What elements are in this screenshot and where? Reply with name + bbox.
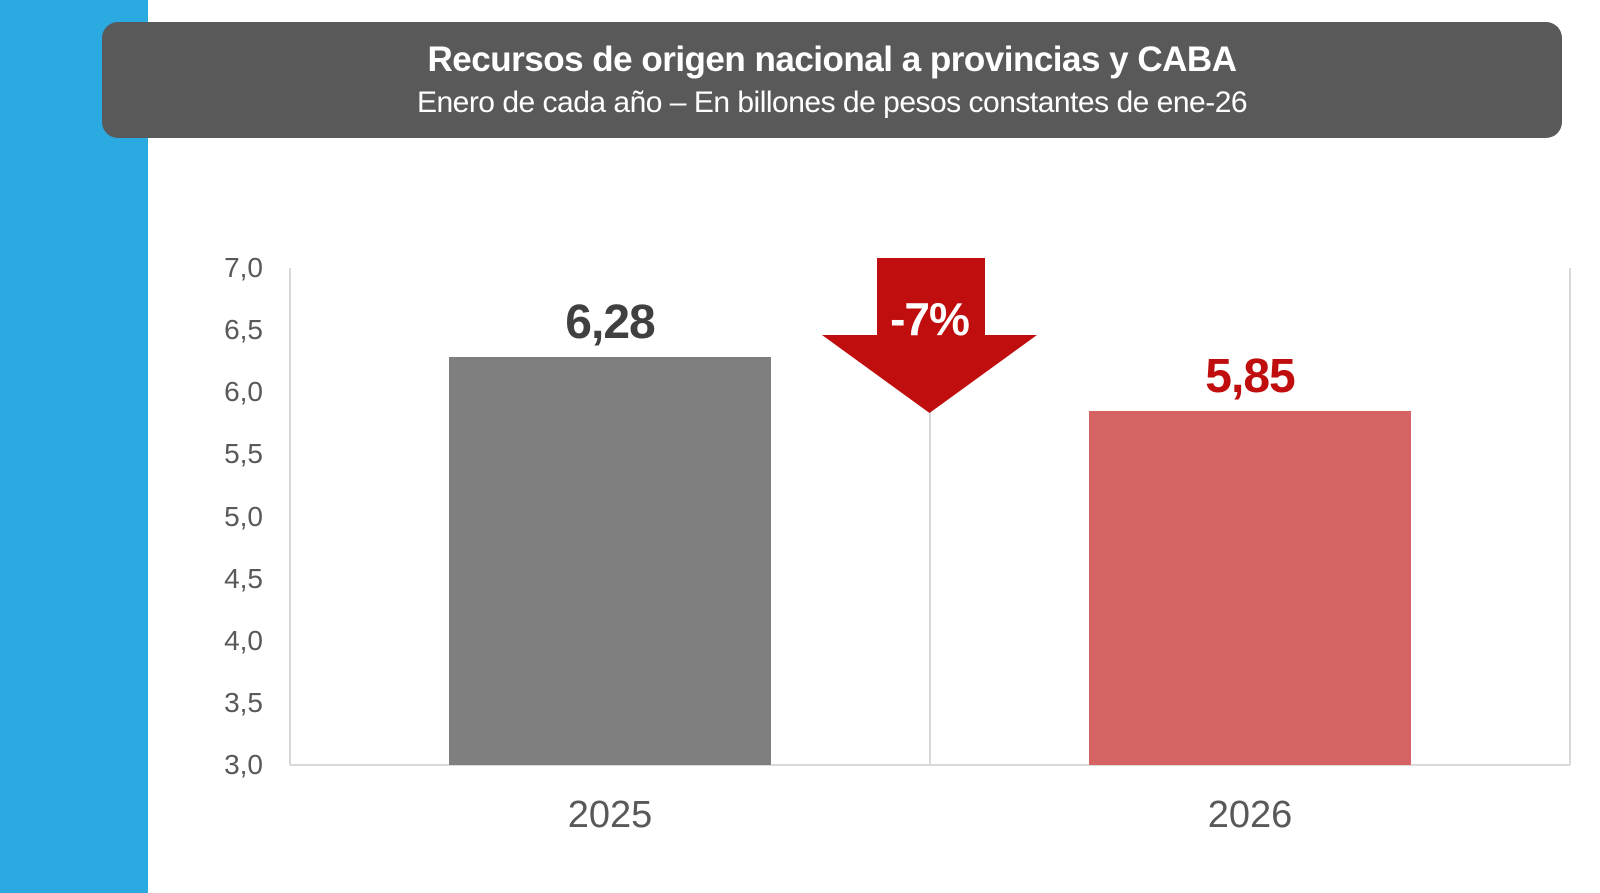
y-tick-label: 7,0 xyxy=(224,252,263,283)
bar-value-label: 5,85 xyxy=(1205,349,1295,403)
x-axis-line xyxy=(290,764,1570,766)
y-tick-label: 4,0 xyxy=(224,624,263,656)
y-axis-line xyxy=(289,268,291,765)
percent-change-label: -7% xyxy=(890,293,970,345)
y-tick-label: 4,5 xyxy=(224,562,263,594)
y-tick-label: 3,5 xyxy=(224,686,263,718)
decline-arrow-icon xyxy=(822,258,1037,413)
chart-subtitle: Enero de cada año – En billones de pesos… xyxy=(416,85,1248,119)
bar-2026 xyxy=(1089,410,1411,765)
plot-right-border xyxy=(1569,268,1571,765)
bar-value-label: 6,28 xyxy=(565,296,655,350)
category-label: 2026 xyxy=(1207,794,1293,836)
y-tick-label: 3,0 xyxy=(224,749,263,780)
y-tick-label: 6,0 xyxy=(224,376,263,408)
y-tick-label: 5,5 xyxy=(224,438,263,470)
category-gridline xyxy=(929,268,931,765)
y-tick-label: 5,0 xyxy=(224,500,263,532)
left-accent-stripe xyxy=(0,0,148,893)
chart-title: Recursos de origen nacional a provincias… xyxy=(427,40,1237,80)
title-banner: Recursos de origen nacional a provincias… xyxy=(102,22,1562,138)
bar-2025 xyxy=(449,357,771,765)
category-label: 2025 xyxy=(567,794,653,836)
y-tick-label: 6,5 xyxy=(224,314,263,346)
